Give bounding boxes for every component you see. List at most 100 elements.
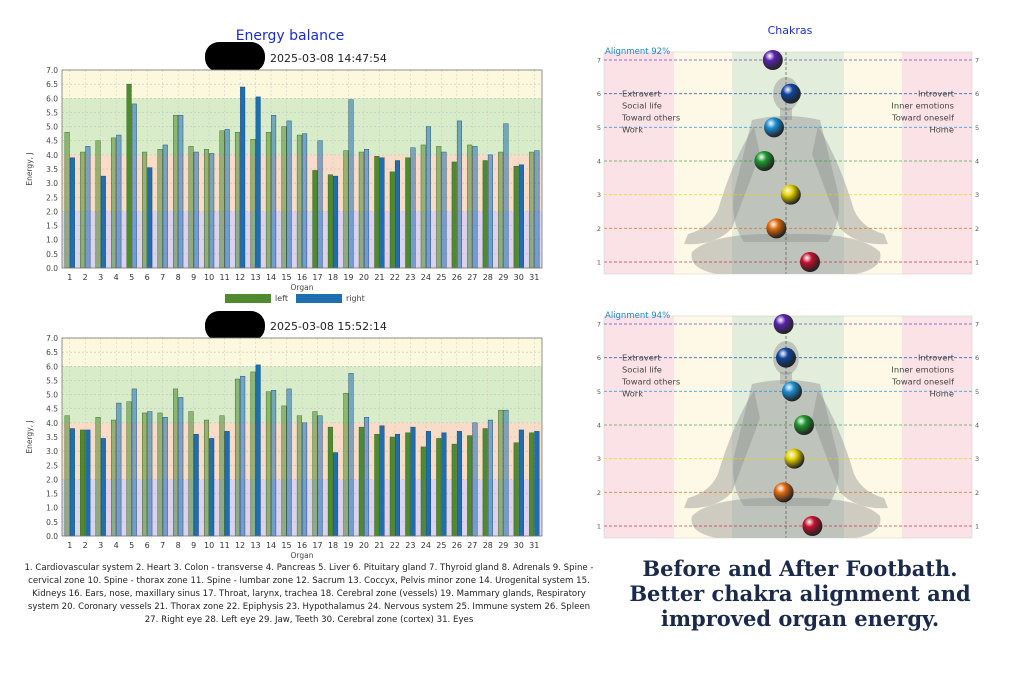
- energy-balance-title: Energy balance: [235, 28, 345, 44]
- x-tick-label: 26: [452, 273, 462, 282]
- bar-right: [302, 422, 308, 537]
- y-tick-label: 3: [597, 455, 601, 463]
- bar-left: [343, 392, 349, 537]
- y-tick-label: 4: [597, 422, 601, 430]
- silhouette-arm-right: [812, 390, 888, 509]
- y-tick-label: 6.5: [46, 80, 58, 89]
- bar-right: [286, 388, 292, 537]
- bar-left: [95, 416, 101, 537]
- y-tick-label: 7: [597, 57, 601, 65]
- bar-right: [410, 426, 416, 537]
- bar-left: [405, 157, 411, 269]
- bar-left: [296, 134, 302, 269]
- y-tick-label: 2: [597, 489, 601, 497]
- chakra-sphere: [773, 482, 794, 503]
- x-tick-label: 23: [405, 541, 415, 550]
- y-tick-label: 2.5: [46, 193, 58, 202]
- bar-left: [188, 146, 194, 269]
- band-right-outer: [902, 316, 972, 538]
- bar-left: [142, 412, 148, 537]
- y-tick-label: 2: [975, 489, 979, 497]
- x-tick-label: 31: [529, 541, 539, 550]
- bar-left: [529, 151, 535, 269]
- caption-line: Better chakra alignment and: [629, 581, 971, 606]
- bar-left: [95, 140, 101, 269]
- y-tick-label: 1.0: [46, 504, 58, 513]
- chakra-left-label: Extravert: [622, 353, 661, 363]
- x-tick-label: 26: [452, 541, 462, 550]
- bar-left: [188, 411, 194, 537]
- y-tick-label: 3.5: [46, 165, 58, 174]
- chakra-sphere: [766, 218, 787, 239]
- y-tick-label: 6: [975, 90, 979, 98]
- y-tick-label: 1: [975, 523, 979, 531]
- x-tick-label: 8: [176, 273, 181, 282]
- bar-left: [296, 415, 302, 537]
- bar-left: [157, 148, 163, 269]
- bar-right: [193, 433, 199, 537]
- bar-left: [467, 144, 473, 269]
- redaction-mark: [205, 42, 265, 72]
- bar-right: [255, 96, 261, 269]
- chakra-sphere: [782, 381, 802, 402]
- bar-right: [333, 175, 339, 269]
- x-tick-label: 13: [250, 273, 260, 282]
- x-tick-label: 14: [266, 273, 276, 282]
- chakra-sphere: [794, 415, 814, 435]
- x-tick-label: 23: [405, 273, 415, 282]
- x-tick-label: 19: [343, 541, 353, 550]
- legend-left-swatch: [225, 294, 271, 303]
- bar-right: [116, 134, 122, 269]
- plot-frame: [61, 69, 543, 269]
- organ-legend-text: 1. Cardiovascular system 2. Heart 3. Col…: [24, 563, 594, 625]
- x-tick-label: 7: [160, 541, 165, 550]
- redaction-mark: [205, 311, 265, 341]
- bar-left: [64, 415, 70, 537]
- x-tick-label: 19: [343, 273, 353, 282]
- chakra-sphere: [802, 516, 823, 536]
- bar-right: [364, 416, 370, 537]
- chakra-right-label: Introvert: [918, 353, 955, 363]
- bar-left: [64, 132, 70, 269]
- x-tick-label: 27: [467, 541, 477, 550]
- y-tick-label: 5: [975, 124, 979, 132]
- bar-left: [482, 428, 488, 537]
- y-tick-label: 0.0: [46, 532, 58, 541]
- bar-right: [395, 160, 401, 269]
- y-tick-label: 4: [975, 158, 979, 166]
- bar-right: [348, 99, 354, 269]
- y-tick-label: 0.5: [46, 250, 58, 259]
- y-tick-label: 6: [597, 354, 601, 362]
- bar-right: [395, 433, 401, 537]
- chakra-sphere: [800, 252, 820, 272]
- caption: Before and After Footbath. Better chakra…: [604, 556, 996, 631]
- x-tick-label: 29: [498, 273, 508, 282]
- y-tick-label: 7.0: [46, 66, 58, 75]
- bar-right: [224, 129, 230, 269]
- y-tick-label: 1.5: [46, 490, 58, 499]
- x-axis-label: Organ: [291, 551, 314, 560]
- y-tick-label: 4: [597, 158, 601, 166]
- x-tick-label: 15: [281, 541, 291, 550]
- bar-right: [255, 364, 261, 537]
- bar-right: [116, 402, 122, 537]
- bar-right: [379, 425, 385, 537]
- chakra-panel-after: 1 1 2 2 3 3 4 4 5 5 6 6 7 7 Alignment 94% Extravert Soci…: [597, 311, 979, 539]
- bar-left: [420, 144, 426, 269]
- bar-right: [162, 144, 168, 269]
- y-tick-label: 4.0: [46, 151, 58, 160]
- chakra-sphere: [764, 117, 784, 138]
- x-tick-label: 2: [83, 541, 88, 550]
- x-tick-label: 22: [390, 541, 400, 550]
- y-tick-label: 2.0: [46, 207, 58, 216]
- x-tick-label: 30: [514, 273, 524, 282]
- chakra-sphere: [776, 347, 796, 368]
- caption-line: improved organ energy.: [660, 606, 940, 631]
- bar-left: [157, 412, 163, 537]
- bar-right: [271, 115, 277, 269]
- x-tick-label: 29: [498, 541, 508, 550]
- bar-left: [389, 171, 395, 269]
- chakra-right-label: Home: [929, 125, 954, 135]
- bar-right: [317, 415, 323, 537]
- x-tick-label: 14: [266, 541, 276, 550]
